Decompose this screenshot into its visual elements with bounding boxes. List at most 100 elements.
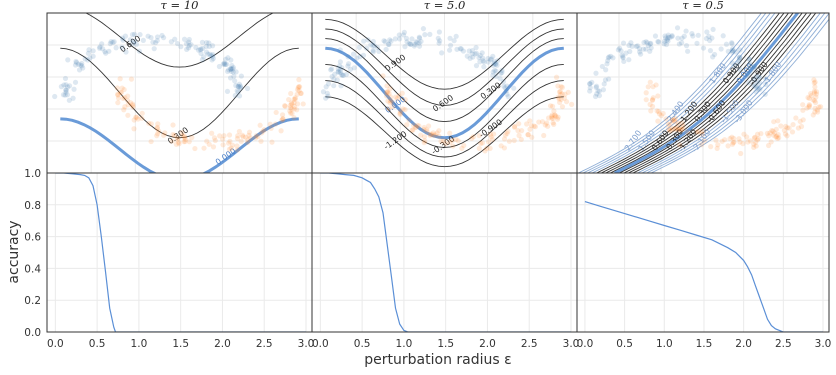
class-0-point bbox=[418, 38, 424, 45]
class-0-point bbox=[97, 44, 103, 50]
class-1-point bbox=[130, 102, 136, 109]
class-0-point bbox=[453, 33, 459, 39]
class-1-point bbox=[288, 110, 294, 116]
class-1-point bbox=[487, 131, 494, 138]
class-0-point bbox=[664, 37, 670, 43]
class-1-point bbox=[297, 84, 303, 90]
class-0-point bbox=[73, 58, 79, 65]
class-0-point bbox=[154, 34, 161, 40]
class-1-point bbox=[294, 107, 300, 113]
class-0-point bbox=[63, 87, 69, 93]
class-1-point bbox=[135, 116, 141, 122]
class-0-point bbox=[703, 35, 710, 42]
class-1-point bbox=[713, 137, 719, 143]
class-0-point bbox=[689, 31, 695, 37]
class-1-point bbox=[555, 94, 561, 100]
class-1-point bbox=[278, 128, 284, 134]
class-1-point bbox=[246, 132, 252, 138]
class-0-point bbox=[370, 47, 376, 54]
class-1-point bbox=[650, 84, 656, 90]
class-1-point bbox=[294, 87, 301, 93]
class-1-point bbox=[699, 131, 705, 137]
class-0-point bbox=[400, 32, 407, 38]
class-0-point bbox=[627, 48, 633, 55]
class-0-point bbox=[361, 38, 367, 44]
class-1-point bbox=[671, 117, 677, 123]
class-0-point bbox=[436, 29, 442, 35]
class-0-point bbox=[397, 36, 403, 42]
class-1-point bbox=[234, 143, 240, 149]
class-1-point bbox=[806, 95, 812, 101]
class-0-point bbox=[414, 40, 420, 46]
class-1-point bbox=[812, 109, 818, 115]
class-0-point bbox=[364, 45, 370, 51]
class-1-point bbox=[246, 129, 253, 135]
class-1-point bbox=[154, 133, 160, 139]
class-0-point bbox=[225, 55, 231, 61]
class-0-point bbox=[153, 40, 159, 46]
class-0-point bbox=[640, 46, 647, 52]
class-0-point bbox=[416, 43, 423, 49]
class-0-point bbox=[490, 69, 496, 75]
contour-line bbox=[325, 38, 564, 123]
class-0-point bbox=[589, 79, 595, 85]
class-1-point bbox=[525, 132, 531, 138]
accuracy-panels: 0.0 0.5 1.0 1.5 2.0 2.5 3.00.00.20.40.60.81.00… bbox=[24, 168, 831, 350]
class-0-point bbox=[237, 84, 243, 90]
class-0-point bbox=[662, 35, 669, 41]
class-1-point bbox=[806, 103, 813, 109]
class-0-point bbox=[757, 75, 763, 81]
class-0-point bbox=[65, 84, 71, 90]
x-tick-label: 1.0 bbox=[396, 338, 413, 350]
class-1-point bbox=[470, 134, 477, 140]
class-1-point bbox=[701, 138, 707, 144]
class-0-point bbox=[168, 39, 174, 45]
class-1-point bbox=[559, 91, 565, 97]
x-tick-label: 0.5 bbox=[89, 338, 106, 350]
class-1-point bbox=[672, 126, 678, 132]
class-1-point bbox=[653, 82, 659, 88]
class-1-point bbox=[549, 112, 555, 118]
x-tick-label: 2.0 bbox=[479, 338, 496, 350]
class-0-point bbox=[332, 71, 338, 77]
class-0-point bbox=[411, 43, 417, 49]
class-0-point bbox=[469, 51, 475, 57]
class-0-point bbox=[596, 92, 603, 99]
class-0-point bbox=[737, 47, 743, 53]
class-0-point bbox=[329, 74, 335, 80]
class-1-point bbox=[453, 136, 459, 142]
class-1-point bbox=[282, 103, 288, 109]
class-0-point bbox=[97, 45, 103, 51]
class-0-point bbox=[58, 84, 64, 90]
class-0-point bbox=[587, 80, 593, 87]
class-0-point bbox=[454, 46, 460, 52]
class-1-point bbox=[774, 135, 781, 141]
class-0-point bbox=[490, 53, 496, 59]
class-1-point bbox=[541, 132, 547, 139]
class-0-point bbox=[633, 43, 639, 50]
class-0-point bbox=[237, 83, 244, 89]
class-0-point bbox=[420, 26, 427, 32]
class-0-point bbox=[648, 40, 654, 46]
class-1-point bbox=[234, 147, 241, 153]
class-0-point bbox=[85, 57, 91, 63]
class-0-point bbox=[600, 87, 607, 93]
class-0-point bbox=[203, 49, 210, 55]
class-1-point bbox=[557, 99, 563, 105]
class-1-point bbox=[784, 125, 790, 131]
class-1-point bbox=[811, 88, 818, 94]
class-0-point bbox=[244, 85, 251, 92]
class-1-point bbox=[487, 145, 493, 151]
class-0-point bbox=[681, 33, 687, 39]
class-0-point bbox=[78, 62, 84, 68]
class-0-point bbox=[374, 44, 381, 51]
class-1-point bbox=[247, 135, 254, 141]
class-0-point bbox=[745, 70, 751, 77]
class-0-point bbox=[224, 68, 231, 74]
class-1-point bbox=[176, 139, 182, 145]
class-1-point bbox=[450, 143, 456, 149]
class-1-point bbox=[240, 134, 246, 140]
class-1-point bbox=[397, 111, 403, 117]
